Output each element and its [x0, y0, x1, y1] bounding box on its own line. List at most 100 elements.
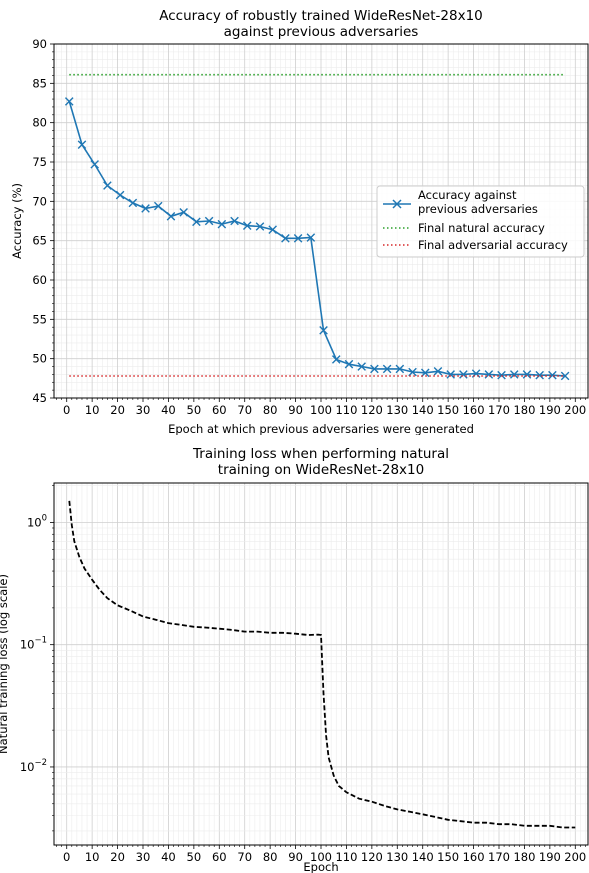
y-tick-label: 10−2: [20, 758, 47, 774]
x-tick-label: 10: [85, 850, 100, 864]
data-point-marker: [408, 367, 417, 377]
data-point-marker: [90, 160, 99, 169]
data-point-marker: [331, 355, 341, 364]
data-point-marker: [281, 234, 290, 243]
chart1-xlabel: Epoch at which previous adversaries were…: [168, 422, 474, 435]
x-tick-label: 70: [237, 403, 252, 417]
x-tick-label: 190: [539, 403, 561, 417]
data-point-marker: [484, 370, 494, 379]
data-point-marker: [141, 204, 150, 213]
y-tick-label: 55: [32, 312, 47, 326]
x-tick-label: 20: [110, 850, 125, 864]
y-tick-label: 60: [32, 273, 47, 287]
x-tick-label: 160: [463, 850, 485, 864]
y-tick-label: 50: [32, 352, 47, 366]
x-tick-label: 180: [513, 850, 535, 864]
y-tick-label: 85: [32, 76, 47, 90]
data-point-marker: [370, 364, 379, 374]
legend-natural-label: Final natural accuracy: [418, 221, 545, 235]
x-tick-label: 170: [488, 403, 510, 417]
data-point-marker: [560, 371, 570, 381]
chart2-title-line2: training on WideResNet-28x10: [218, 462, 424, 478]
x-tick-label: 30: [136, 850, 151, 864]
data-point-marker: [153, 201, 163, 211]
chart1-ylabel: Accuracy (%): [10, 183, 24, 259]
data-point-marker: [242, 221, 252, 231]
y-tick-label: 45: [32, 391, 47, 405]
x-tick-label: 30: [136, 403, 151, 417]
chart2-series: [68, 500, 576, 829]
data-point-marker: [268, 225, 277, 234]
data-point-marker: [382, 364, 392, 374]
x-tick-label: 180: [513, 403, 535, 417]
legend-accuracy-label-line1: Accuracy against: [418, 188, 517, 202]
y-tick-label: 80: [32, 116, 47, 130]
data-point-marker: [548, 370, 557, 380]
data-point-marker: [115, 190, 125, 200]
data-point-marker: [522, 370, 532, 379]
legend-accuracy-marker: [392, 199, 402, 209]
accuracy-chart: Accuracy of robustly trained WideResNet-…: [10, 8, 589, 435]
data-point-marker: [306, 233, 316, 242]
x-tick-label: 150: [437, 850, 459, 864]
x-tick-label: 200: [564, 850, 586, 864]
x-tick-label: 140: [412, 403, 434, 417]
x-tick-label: 190: [539, 850, 561, 864]
data-point-marker: [433, 366, 443, 376]
data-point-marker: [344, 359, 354, 369]
x-tick-label: 70: [237, 850, 252, 864]
x-tick-label: 60: [212, 850, 227, 864]
chart2-x-ticks: 0 10 20 30 40 50 60 70 80 90 100 110 120 130 140 150 160…: [56, 845, 586, 864]
chart2-xlabel: Epoch: [303, 860, 338, 873]
data-point-marker: [128, 198, 138, 208]
chart2-y-ticks: 100 10−1 10−2: [20, 485, 54, 832]
data-point-marker: [179, 208, 188, 217]
y-tick-label: 90: [32, 37, 47, 51]
data-point-marker: [230, 216, 239, 226]
legend-accuracy-label-line2: previous adversaries: [418, 202, 538, 216]
x-tick-label: 130: [386, 403, 408, 417]
chart2-title-line1: Training loss when performing natural: [192, 446, 449, 462]
x-tick-label: 140: [412, 850, 434, 864]
x-tick-label: 90: [288, 403, 303, 417]
data-point-marker: [192, 217, 201, 227]
x-tick-label: 40: [161, 403, 176, 417]
data-point-marker: [446, 370, 455, 379]
data-point-marker: [459, 370, 468, 379]
x-tick-label: 100: [310, 403, 332, 417]
x-tick-label: 0: [63, 403, 70, 417]
y-tick-label: 10−1: [20, 636, 47, 652]
x-tick-label: 0: [63, 850, 70, 864]
data-point-marker: [293, 234, 303, 243]
x-tick-label: 200: [564, 403, 586, 417]
x-tick-label: 130: [386, 850, 408, 864]
data-point-marker: [319, 326, 328, 335]
legend-box: [376, 185, 585, 258]
x-tick-label: 10: [85, 403, 100, 417]
x-tick-label: 80: [263, 403, 278, 417]
data-point-marker: [497, 370, 506, 380]
x-tick-label: 20: [110, 403, 125, 417]
data-point-marker: [357, 362, 366, 371]
data-point-marker: [535, 370, 544, 380]
data-point-marker: [103, 181, 112, 190]
x-tick-label: 110: [335, 850, 357, 864]
chart1-title-line1: Accuracy of robustly trained WideResNet-…: [159, 8, 483, 24]
x-tick-label: 160: [463, 403, 485, 417]
chart1-title-line2: against previous adversaries: [224, 24, 419, 40]
x-tick-label: 170: [488, 850, 510, 864]
data-point-marker: [166, 211, 176, 221]
x-tick-label: 100: [310, 850, 332, 864]
data-point-marker: [509, 370, 519, 379]
chart2-plot-frame: [53, 482, 589, 846]
chart1-plot-frame: [53, 43, 589, 399]
chart1-y-ticks: 45 50 55 60 65 70 75 80 85 90: [32, 37, 54, 405]
x-tick-label: 60: [212, 403, 227, 417]
x-tick-label: 120: [361, 403, 383, 417]
x-tick-label: 50: [187, 403, 202, 417]
data-point-marker: [395, 364, 405, 374]
loss-curve: [68, 500, 576, 829]
legend-adversarial-label: Final adversarial accuracy: [418, 238, 568, 252]
x-tick-label: 50: [187, 850, 202, 864]
data-point-marker: [217, 219, 227, 229]
